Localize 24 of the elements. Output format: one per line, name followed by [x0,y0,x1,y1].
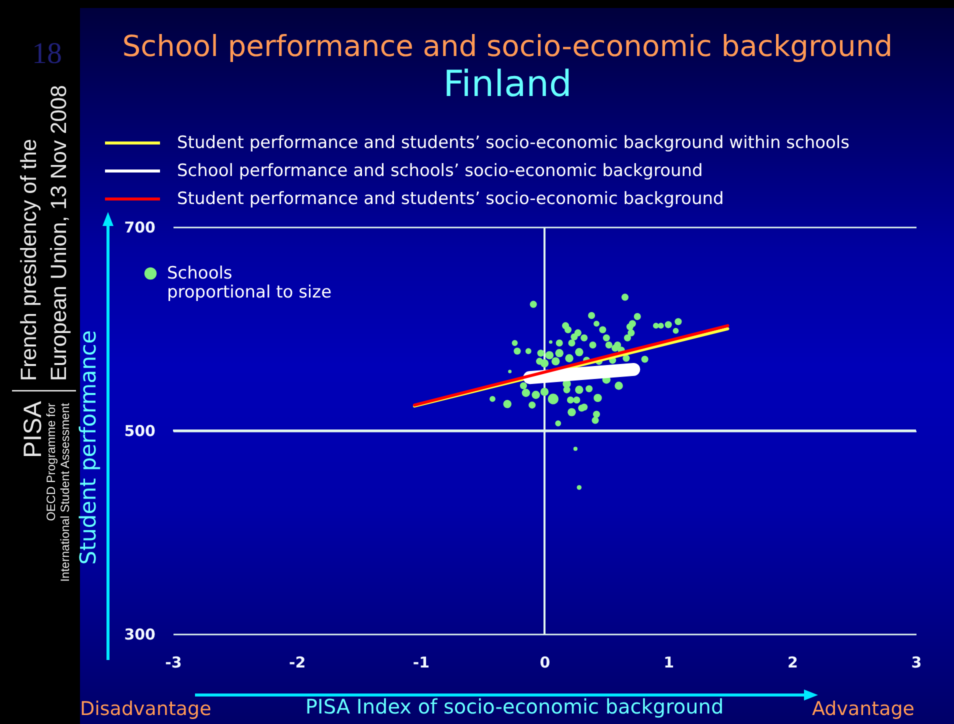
legend-label: Schools proportional to size [167,264,332,302]
legend-label: Student performance and students’ socio-economic background [177,189,724,209]
x-tick-label: 1 [664,654,674,672]
chart-subtitle: Finland [443,64,572,105]
text: PISA [19,401,47,458]
y-tick-label: 300 [124,626,156,644]
x-tick-label: 2 [787,654,798,672]
text: Advantage [812,698,914,720]
text: 18 [32,37,62,70]
y-tick-label: 700 [124,218,156,236]
x-tick-label: -2 [288,654,306,672]
text: Disadvantage [80,698,212,720]
y-tick-label: 500 [124,422,156,440]
text: French presidency of the European Union, 13 Nov 2008 [16,85,71,381]
legend-label: Student performance and students’ socio-economic background within schools [177,133,850,153]
x-axis-title: PISA Index of socio-economic background [305,694,724,718]
y-axis-title: Student performance [76,330,102,565]
text: OECD Programme for International Student Assessment [44,403,72,584]
x-tick-label: -1 [412,654,430,672]
x-tick-label: -3 [165,654,182,672]
x-tick-label: 0 [540,654,550,672]
chart-title: School performance and socio-economic background [122,29,893,63]
x-tick-label: 3 [911,654,922,672]
legend-label: School performance and schools’ socio-economic background [177,161,703,181]
